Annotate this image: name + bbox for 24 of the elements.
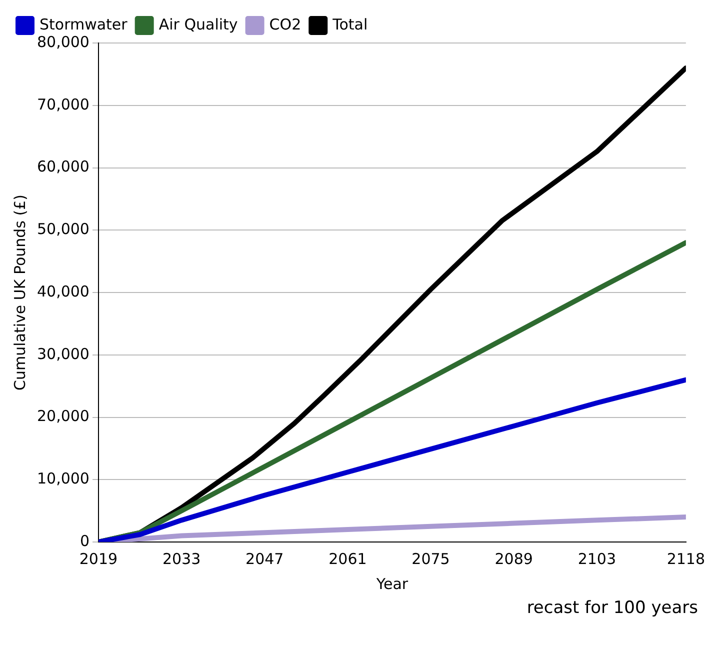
y-tick-label: 60,000	[36, 158, 90, 176]
x-tick-label: 2075	[412, 550, 450, 568]
x-tick-label: 2089	[494, 550, 533, 568]
text: recast for 100 years	[526, 598, 698, 618]
legend-label: Air Quality	[158, 15, 238, 34]
legend-label: Stormwater	[40, 15, 128, 34]
x-tick-label: 2103	[578, 550, 616, 568]
x-tick-label: 2047	[246, 550, 284, 568]
y-tick-label: 50,000	[36, 220, 90, 238]
y-tick-label: 40,000	[36, 282, 90, 300]
y-tick-label: 20,000	[36, 407, 90, 426]
y-tick-label: 10,000	[36, 470, 90, 488]
y-tick-label: 70,000	[36, 95, 90, 114]
x-tick-label: 2033	[162, 550, 201, 568]
y-axis-title: Cumulative UK Pounds (£)	[10, 194, 29, 391]
legend-label: Total	[332, 15, 368, 34]
x-tick-label: 2118	[666, 550, 706, 568]
x-tick-label: 2061	[328, 550, 367, 568]
y-tick-label: 80,000	[36, 32, 90, 51]
legend-label: CO2	[269, 15, 302, 34]
y-tick-label: 0	[80, 532, 90, 550]
y-tick-label: 30,000	[36, 344, 90, 363]
x-axis-title: Year	[375, 574, 409, 593]
x-tick-label: 2019	[79, 550, 118, 568]
